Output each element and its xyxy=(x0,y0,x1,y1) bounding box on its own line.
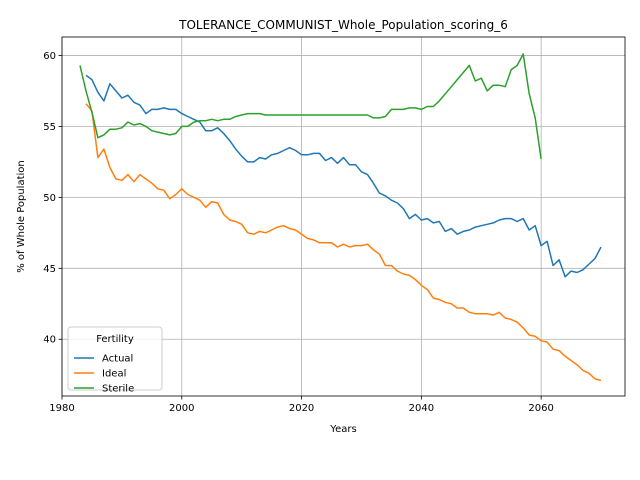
y-tick-label: 50 xyxy=(43,193,56,204)
series-layer xyxy=(79,53,602,382)
legend-label-actual: Actual xyxy=(102,354,133,365)
y-tick-label: 60 xyxy=(43,51,56,62)
series-line-sterile xyxy=(79,53,542,160)
x-tick-label: 2000 xyxy=(169,403,194,414)
series-line-actual xyxy=(85,74,602,278)
chart-title: TOLERANCE_COMMUNIST_Whole_Population_sco… xyxy=(178,18,508,32)
x-tick-label: 2020 xyxy=(289,403,314,414)
y-tick-label: 45 xyxy=(43,264,56,275)
legend-label-sterile: Sterile xyxy=(102,384,134,395)
legend-label-ideal: Ideal xyxy=(102,369,126,380)
y-axis-label: % of Whole Population xyxy=(16,160,27,273)
series-line-ideal xyxy=(85,103,602,382)
x-tick-label: 2060 xyxy=(528,403,553,414)
legend: Fertility Actual Ideal Sterile xyxy=(67,326,163,395)
axis-ticks: 1980 2000 2020 2040 2060 40 45 50 55 60 xyxy=(43,51,554,414)
x-tick-label: 2040 xyxy=(409,403,434,414)
x-tick-label: 1980 xyxy=(49,403,74,414)
y-tick-label: 55 xyxy=(43,122,56,133)
legend-box xyxy=(67,326,163,391)
x-axis-label: Years xyxy=(329,424,356,435)
legend-title: Fertility xyxy=(96,334,134,345)
plot-frame xyxy=(61,36,626,397)
y-tick-label: 40 xyxy=(43,335,56,346)
grid xyxy=(61,37,625,396)
